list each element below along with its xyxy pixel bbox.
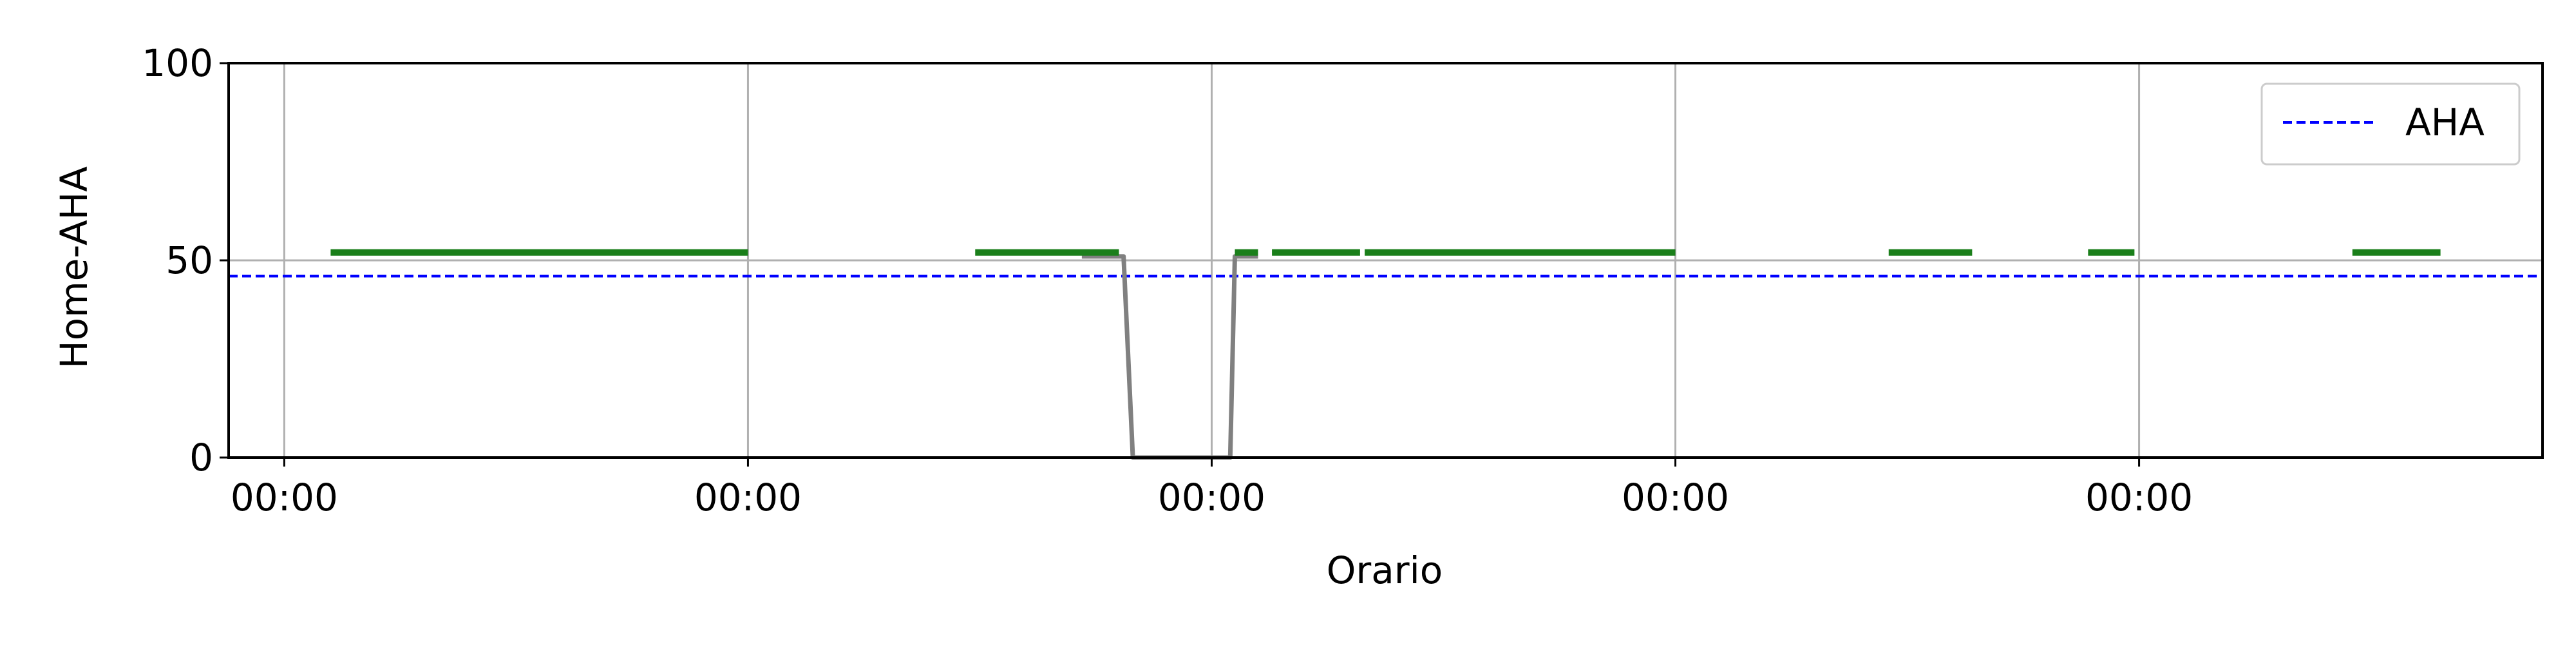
x-axis-label: Orario [1327,548,1443,592]
trace-line-series-0 [1081,254,1258,460]
x-tick-label-1: 00:00 [694,476,802,519]
series-layer [229,249,2543,460]
x-tick-label-0: 00:00 [231,476,338,519]
x-tick-label-3: 00:00 [1622,476,1729,519]
y-tick-label-0: 0 [189,436,213,479]
legend-label-aha: AHA [2405,101,2485,144]
legend: AHA [2260,82,2521,166]
axes: 00:00 00:00 00:00 00:00 00:00 0 50 100 [142,41,2544,519]
y-tick-label-2: 100 [142,41,213,85]
legend-box [2260,82,2521,166]
x-tick-label-4: 00:00 [2085,476,2193,519]
x-tick-label-2: 00:00 [1158,476,1265,519]
grid [229,62,2543,459]
y-tick-label-1: 50 [166,238,213,282]
y-axis-label: Home-AHA [52,166,96,369]
